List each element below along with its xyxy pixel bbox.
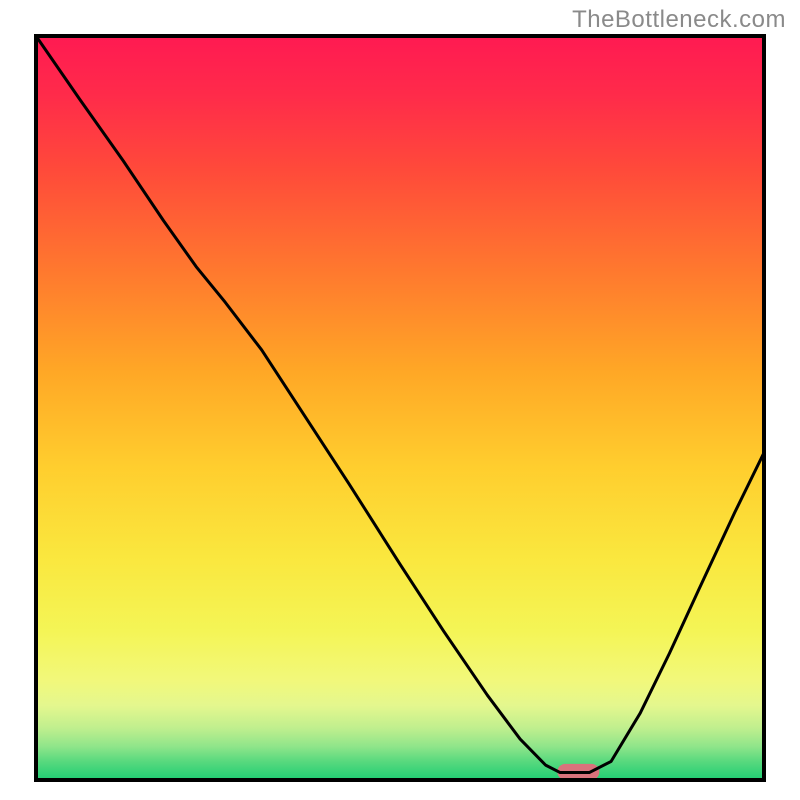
watermark-text: TheBottleneck.com [572,6,786,34]
bottleneck-chart [0,0,800,800]
plot-background [36,36,764,780]
chart-root: TheBottleneck.com [0,0,800,800]
